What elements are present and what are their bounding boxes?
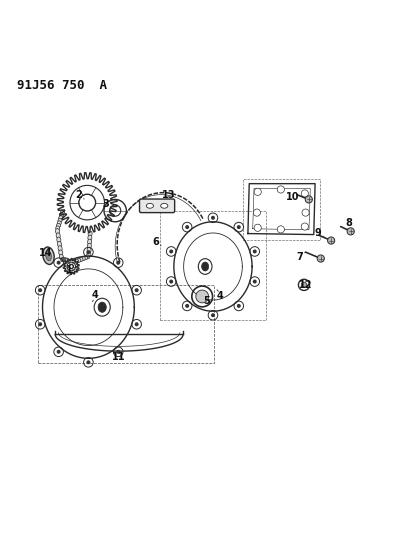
Circle shape bbox=[116, 261, 120, 265]
Ellipse shape bbox=[64, 258, 67, 262]
Text: 9: 9 bbox=[314, 228, 320, 238]
Ellipse shape bbox=[160, 204, 168, 208]
Circle shape bbox=[327, 237, 334, 244]
Circle shape bbox=[277, 226, 284, 233]
Ellipse shape bbox=[87, 252, 91, 257]
Circle shape bbox=[116, 350, 120, 354]
Circle shape bbox=[277, 186, 284, 193]
Text: 2: 2 bbox=[75, 190, 82, 200]
Ellipse shape bbox=[56, 226, 60, 230]
Ellipse shape bbox=[61, 257, 64, 262]
Circle shape bbox=[252, 249, 256, 254]
Circle shape bbox=[301, 209, 308, 216]
Text: 4: 4 bbox=[91, 290, 98, 300]
Ellipse shape bbox=[201, 262, 208, 271]
Circle shape bbox=[346, 228, 353, 235]
Circle shape bbox=[57, 350, 61, 354]
Ellipse shape bbox=[58, 246, 62, 252]
FancyBboxPatch shape bbox=[139, 199, 174, 213]
Circle shape bbox=[38, 288, 42, 292]
Ellipse shape bbox=[65, 258, 68, 262]
Ellipse shape bbox=[59, 216, 63, 220]
Ellipse shape bbox=[65, 258, 67, 262]
Ellipse shape bbox=[59, 213, 63, 217]
Ellipse shape bbox=[58, 219, 62, 222]
Text: 11: 11 bbox=[112, 352, 126, 362]
Circle shape bbox=[134, 322, 138, 326]
Circle shape bbox=[185, 225, 189, 229]
Text: 12: 12 bbox=[298, 280, 312, 290]
Ellipse shape bbox=[87, 247, 91, 253]
Ellipse shape bbox=[57, 237, 61, 243]
Circle shape bbox=[134, 288, 138, 292]
Ellipse shape bbox=[57, 221, 61, 225]
Text: 10: 10 bbox=[286, 192, 299, 202]
Circle shape bbox=[57, 261, 61, 265]
Circle shape bbox=[304, 196, 312, 203]
Text: 4: 4 bbox=[216, 291, 223, 301]
Text: 3: 3 bbox=[102, 199, 109, 209]
Text: 14: 14 bbox=[39, 248, 53, 258]
Circle shape bbox=[300, 190, 308, 197]
Text: 13: 13 bbox=[162, 190, 175, 200]
Circle shape bbox=[38, 322, 42, 326]
Ellipse shape bbox=[61, 257, 63, 262]
Ellipse shape bbox=[87, 239, 91, 245]
Ellipse shape bbox=[59, 250, 63, 256]
Circle shape bbox=[169, 249, 173, 254]
Circle shape bbox=[195, 290, 208, 303]
Ellipse shape bbox=[77, 259, 81, 262]
Ellipse shape bbox=[81, 256, 85, 261]
Circle shape bbox=[86, 360, 90, 365]
Ellipse shape bbox=[63, 258, 66, 262]
Circle shape bbox=[236, 225, 240, 229]
Text: 8: 8 bbox=[344, 219, 351, 228]
Ellipse shape bbox=[79, 257, 83, 262]
Text: 91J56 750  A: 91J56 750 A bbox=[17, 79, 107, 92]
Text: 7: 7 bbox=[296, 252, 303, 262]
Text: 5: 5 bbox=[203, 296, 210, 306]
Circle shape bbox=[185, 304, 189, 308]
Ellipse shape bbox=[45, 251, 51, 261]
Ellipse shape bbox=[83, 256, 87, 260]
Ellipse shape bbox=[62, 258, 65, 262]
Circle shape bbox=[211, 216, 215, 220]
Text: 6: 6 bbox=[152, 237, 159, 247]
Ellipse shape bbox=[60, 211, 64, 215]
Circle shape bbox=[211, 313, 215, 317]
Circle shape bbox=[86, 250, 90, 254]
Ellipse shape bbox=[55, 229, 59, 234]
Ellipse shape bbox=[59, 254, 63, 260]
Ellipse shape bbox=[56, 233, 60, 238]
Circle shape bbox=[300, 223, 308, 230]
Circle shape bbox=[236, 304, 240, 308]
Circle shape bbox=[253, 209, 260, 216]
Ellipse shape bbox=[43, 247, 54, 264]
Ellipse shape bbox=[57, 223, 60, 228]
Ellipse shape bbox=[88, 231, 92, 237]
Ellipse shape bbox=[74, 259, 78, 263]
Text: 1: 1 bbox=[66, 265, 73, 276]
Ellipse shape bbox=[146, 204, 153, 208]
Ellipse shape bbox=[85, 255, 89, 259]
Circle shape bbox=[169, 279, 173, 284]
Circle shape bbox=[300, 282, 306, 288]
Circle shape bbox=[316, 255, 324, 262]
Circle shape bbox=[253, 188, 261, 196]
Circle shape bbox=[252, 279, 256, 284]
Ellipse shape bbox=[87, 243, 91, 249]
Ellipse shape bbox=[88, 235, 92, 240]
Ellipse shape bbox=[98, 302, 106, 312]
Ellipse shape bbox=[57, 241, 61, 247]
Circle shape bbox=[253, 224, 261, 231]
